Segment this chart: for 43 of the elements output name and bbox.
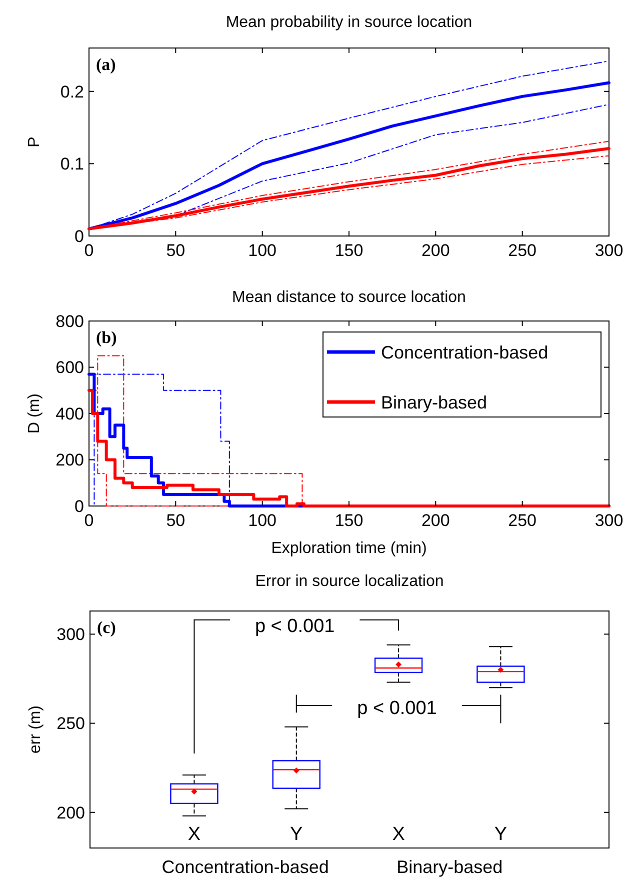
x-tick-label: Y (290, 824, 304, 845)
y-tick-label: 600 (56, 358, 84, 378)
annotation: (a) (96, 55, 116, 74)
x-tick-label: X (392, 824, 406, 845)
chart-title: Mean distance to source location (232, 289, 466, 306)
x-axis-title: Exploration time (min) (271, 540, 427, 557)
x-tick-label: 200 (421, 511, 450, 530)
x-tick-label: 250 (508, 511, 537, 530)
x-tick-label: 100 (248, 511, 277, 530)
chart-title: Error in source localization (255, 573, 444, 590)
y-tick-label: 300 (56, 625, 85, 644)
y-tick-label: 0.1 (60, 154, 84, 174)
annotation: p < 0.001 (254, 616, 335, 637)
y-tick-label: 0 (74, 496, 84, 516)
annotation: (b) (96, 328, 117, 347)
x-tick-label: 300 (594, 241, 624, 260)
x-tick-label: 100 (248, 241, 277, 260)
x-tick-label: 50 (166, 511, 186, 530)
legend-label: Concentration-based (381, 342, 548, 362)
y-tick-label: 0 (74, 226, 84, 246)
x-tick-label: X (188, 824, 201, 845)
x-tick-label: 200 (421, 241, 450, 260)
x-tick-label: 300 (594, 511, 624, 530)
annotation: (c) (97, 618, 116, 637)
y-tick-label: 800 (56, 312, 84, 331)
x-tick-label: 50 (166, 241, 186, 260)
legend-label: Binary-based (381, 392, 488, 412)
y-axis-title: P (26, 136, 43, 148)
x-tick-label: 250 (508, 241, 537, 260)
annotation: p < 0.001 (357, 698, 437, 719)
x-tick-label: 150 (334, 511, 364, 530)
x-tick-label: Y (494, 824, 508, 845)
y-tick-label: 200 (56, 803, 85, 822)
text: Concentration-based (162, 857, 329, 877)
y-tick-label: 200 (56, 450, 84, 470)
x-tick-label: 150 (334, 241, 364, 260)
y-axis-title: err (m) (27, 706, 44, 754)
y-tick-label: 250 (56, 714, 85, 734)
y-tick-label: 400 (56, 404, 84, 424)
y-tick-label: 0.2 (60, 82, 84, 102)
text: Binary-based (396, 857, 503, 877)
y-axis-title: D (m) (26, 394, 43, 434)
chart-title: Mean probability in source location (226, 14, 472, 31)
